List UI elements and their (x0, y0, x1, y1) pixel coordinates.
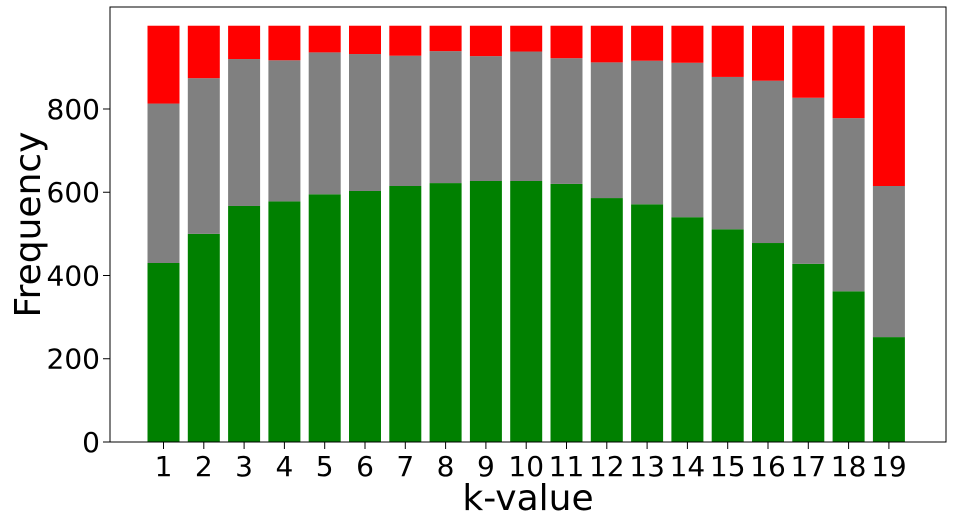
y-tick-label: 0 (82, 426, 100, 459)
x-axis-label: k-value (462, 478, 593, 519)
bar-segment-16-3 (752, 25, 784, 81)
bar-segment-17-1 (792, 263, 825, 442)
bar-segment-1-3 (147, 25, 180, 104)
x-tick-label: 18 (831, 450, 867, 483)
bar-segment-19-3 (872, 25, 905, 186)
x-tick-label: 11 (549, 450, 585, 483)
bar-segment-4-3 (268, 25, 301, 61)
x-tick-label: 3 (235, 450, 253, 483)
bar-segment-18-2 (832, 118, 865, 292)
x-tick-label: 7 (396, 450, 414, 483)
bar-segment-10-3 (510, 25, 543, 52)
bar-segment-13-2 (631, 60, 664, 205)
bar-segment-3-1 (228, 205, 261, 442)
bar-segment-6-3 (349, 25, 381, 55)
bar-segment-5-1 (308, 194, 341, 442)
x-tick-label: 6 (356, 450, 374, 483)
bar-segment-11-3 (550, 25, 583, 59)
bar-segment-6-1 (349, 190, 381, 442)
bar-segment-19-1 (872, 337, 905, 442)
bar-segment-18-1 (832, 291, 865, 442)
y-tick-label: 400 (47, 259, 100, 292)
y-tick-label: 600 (47, 176, 100, 209)
bar-segment-3-2 (228, 59, 261, 206)
x-tick-label: 15 (710, 450, 746, 483)
bar-segment-15-2 (711, 76, 744, 230)
y-tick-label: 800 (47, 93, 100, 126)
bar-segment-1-1 (147, 263, 180, 442)
x-tick-label: 9 (477, 450, 495, 483)
bar-segment-10-2 (510, 51, 543, 182)
bar-segment-12-2 (590, 62, 623, 199)
bar-segment-13-1 (631, 204, 664, 442)
bar-segment-2-1 (187, 233, 220, 442)
y-tick-label: 200 (47, 343, 100, 376)
bar-segment-2-3 (187, 25, 220, 79)
bar-segment-16-2 (752, 80, 784, 244)
bar-segment-15-1 (711, 229, 744, 442)
bar-segment-2-2 (187, 78, 220, 234)
bar-segment-10-1 (510, 181, 543, 442)
bar-segment-7-2 (389, 55, 422, 186)
x-tick-label: 17 (790, 450, 826, 483)
bar-segment-1-2 (147, 103, 180, 264)
x-axis-ticks: 1 2 3 4 5 6 7 8 9 10 11 12 13 14 15 16 17 18 19 (155, 442, 907, 483)
bar-segment-6-2 (349, 54, 381, 191)
bar-segment-17-3 (792, 25, 825, 98)
plot-area-frame (109, 6, 947, 443)
y-axis-label: Frequency (8, 132, 49, 318)
bar-segment-8-2 (429, 51, 462, 184)
bar-segment-5-2 (308, 52, 341, 195)
bar-segment-14-3 (671, 25, 704, 63)
bar-segment-19-2 (872, 185, 905, 338)
x-tick-label: 4 (275, 450, 293, 483)
bar-segment-8-1 (429, 183, 462, 442)
bar-segment-14-2 (671, 62, 704, 218)
x-tick-label: 14 (670, 450, 706, 483)
bar-segment-15-3 (711, 25, 744, 77)
bar-segment-11-2 (550, 58, 583, 184)
bar-segment-9-1 (469, 181, 502, 442)
x-tick-label: 1 (155, 450, 173, 483)
bar-segment-11-1 (550, 183, 583, 442)
bar-segment-4-2 (268, 60, 301, 202)
bar-segment-9-2 (469, 56, 502, 182)
bar-segment-5-3 (308, 25, 341, 53)
bar-segment-7-3 (389, 25, 422, 56)
bars-group (147, 25, 905, 442)
bar-segment-12-1 (590, 198, 623, 442)
x-tick-label: 8 (437, 450, 455, 483)
x-tick-label: 19 (871, 450, 907, 483)
bar-segment-9-3 (469, 25, 502, 57)
bar-segment-8-3 (429, 25, 462, 52)
bar-segment-14-1 (671, 217, 704, 442)
bar-segment-16-1 (752, 243, 784, 442)
bar-segment-17-2 (792, 97, 825, 264)
x-tick-label: 5 (316, 450, 334, 483)
x-tick-label: 12 (589, 450, 625, 483)
y-axis-ticks: 0 200 400 600 800 (47, 93, 110, 459)
bar-segment-4-1 (268, 201, 301, 442)
bar-segment-18-3 (832, 25, 865, 119)
x-tick-label: 2 (195, 450, 213, 483)
x-tick-label: 10 (508, 450, 544, 483)
bar-segment-13-3 (631, 25, 664, 61)
bar-segment-3-3 (228, 25, 261, 60)
bar-segment-7-1 (389, 185, 422, 442)
x-tick-label: 16 (750, 450, 786, 483)
bar-segment-12-3 (590, 25, 623, 63)
x-tick-label: 13 (629, 450, 665, 483)
